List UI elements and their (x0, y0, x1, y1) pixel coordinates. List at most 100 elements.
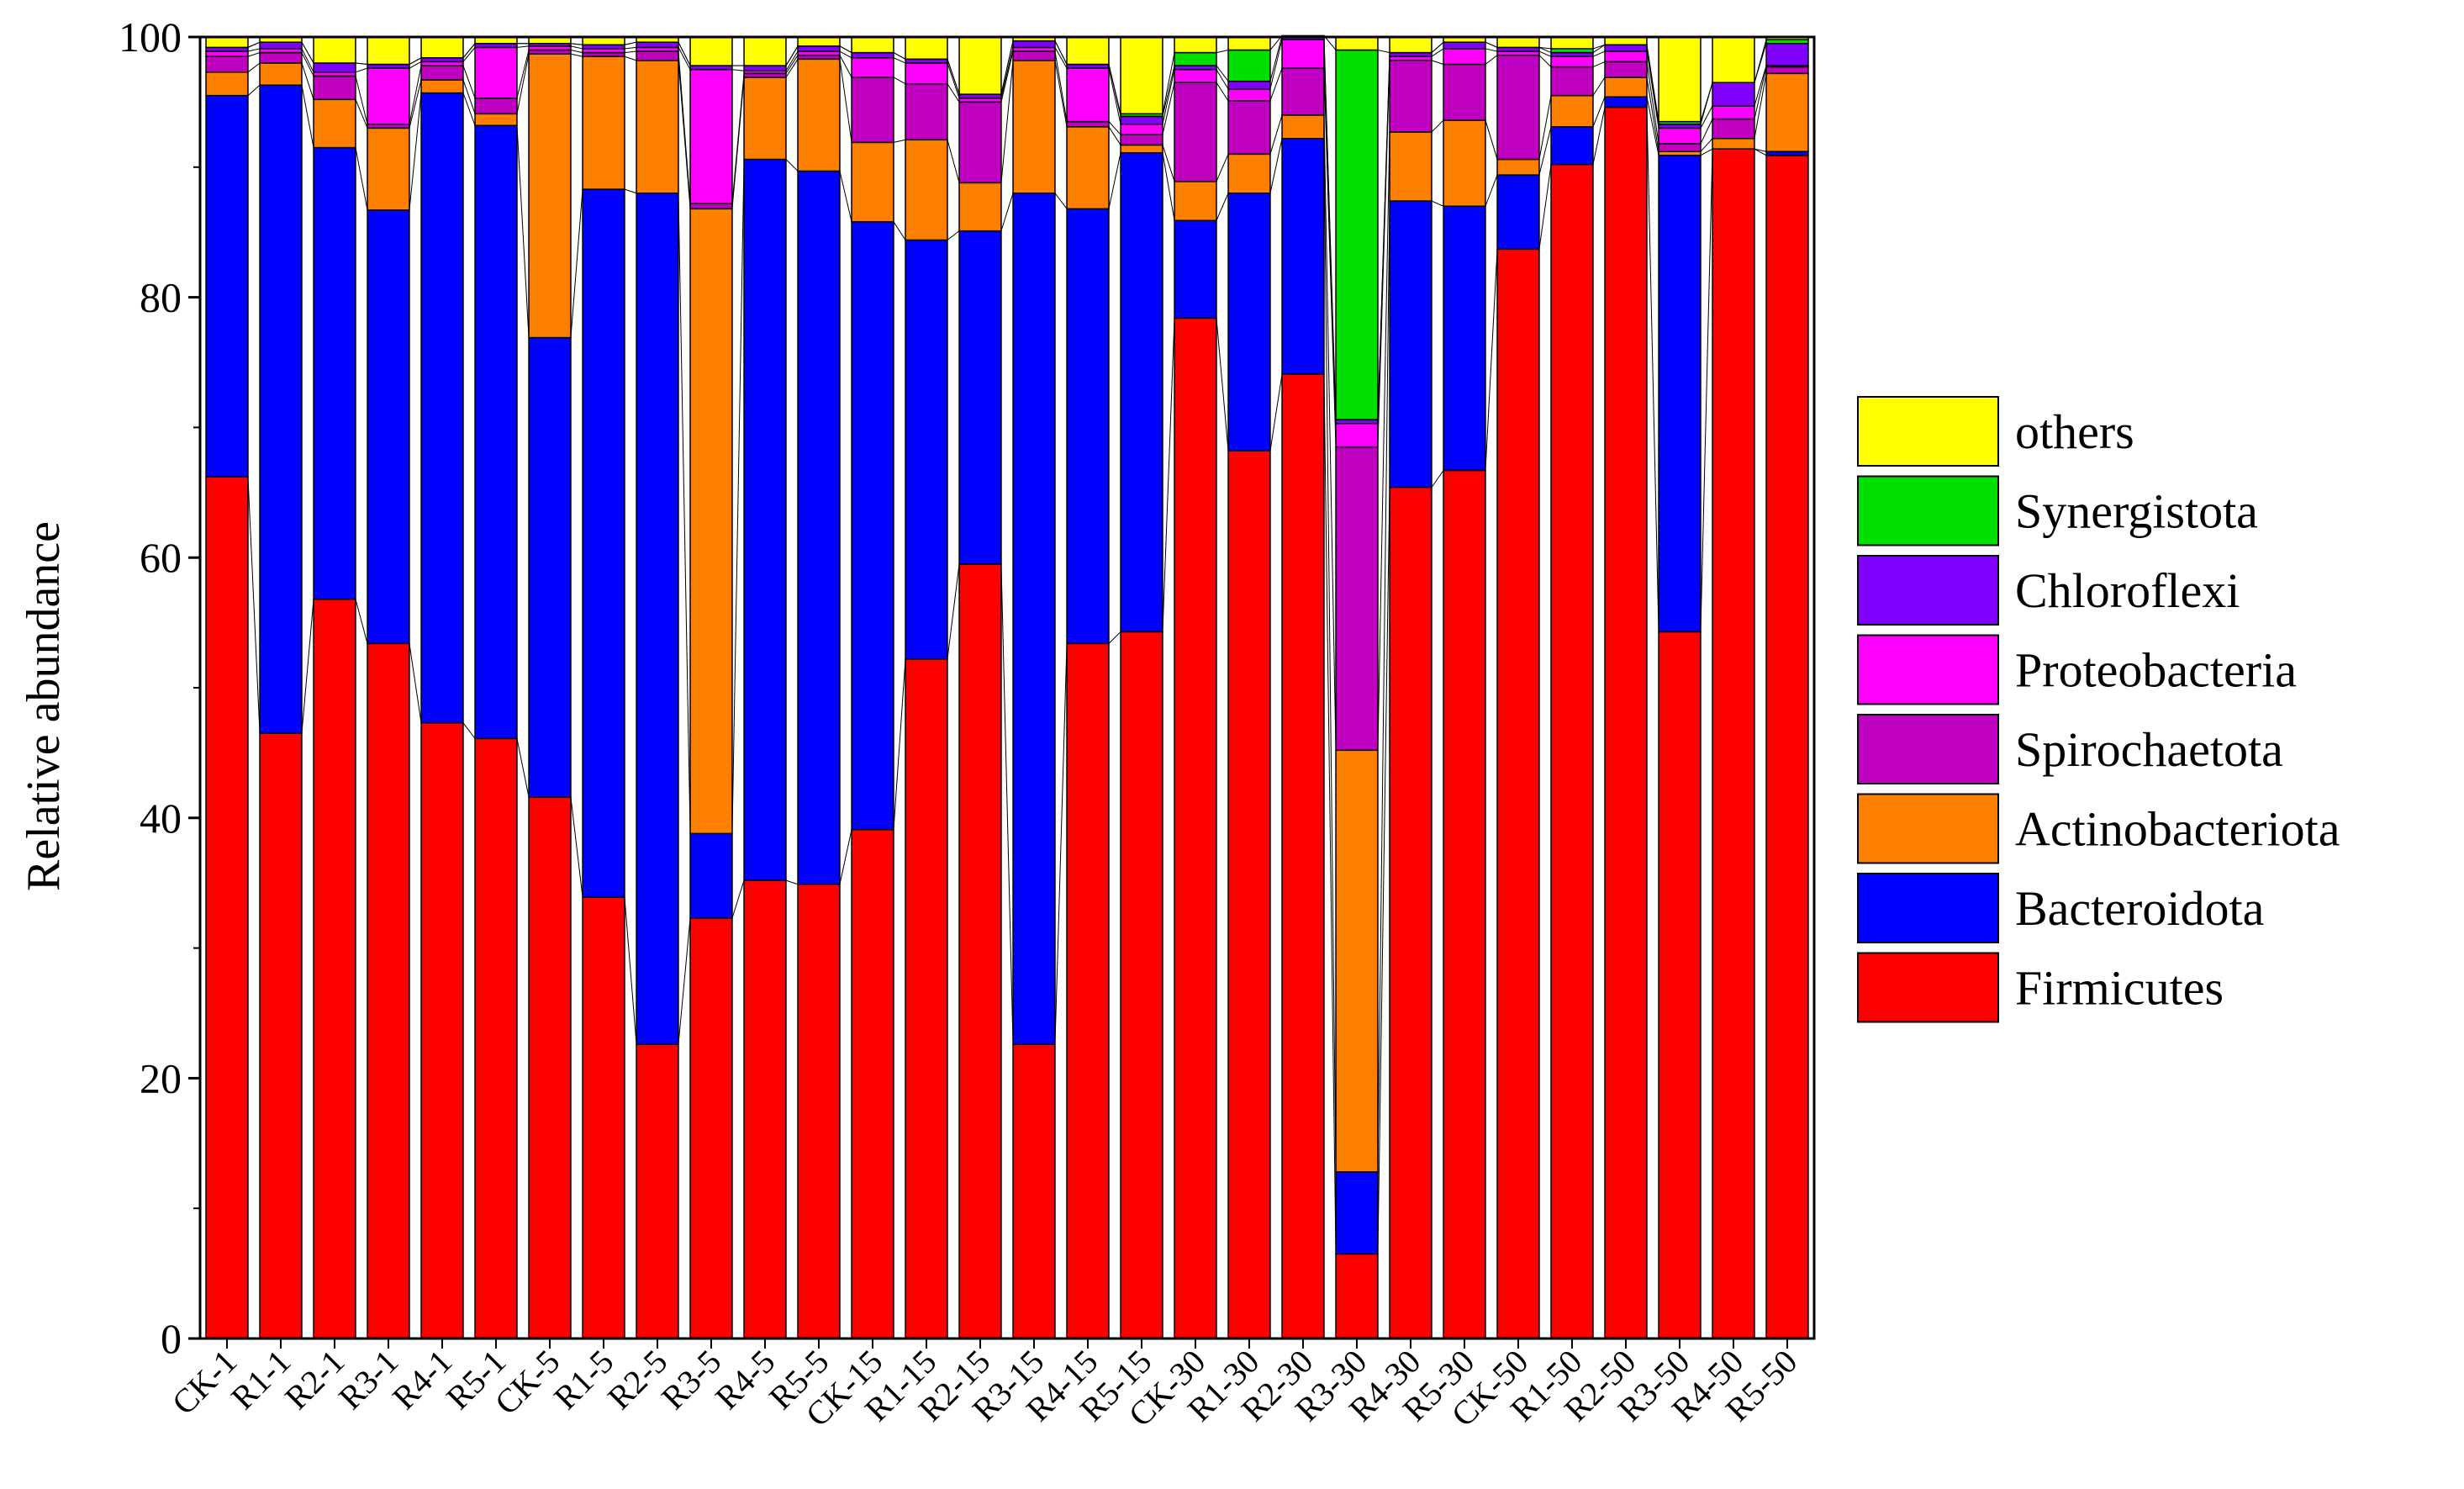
bar-segment-actinobacteriota-r4-1 (420, 79, 464, 94)
connector-line (1700, 105, 1713, 129)
bar-segment-others-r4-1 (420, 36, 464, 59)
bar-segment-others-r4-50 (1712, 36, 1755, 83)
bar-segment-bacteroidota-ck-30 (1174, 219, 1217, 319)
connector-line (247, 48, 261, 52)
x-axis: CK-1R1-1R2-1R3-1R4-1R5-1CK-5R1-5R2-5R3-5… (165, 1339, 1804, 1434)
bar-segment-proteobacteria-r3-30 (1335, 423, 1379, 448)
bar-segment-firmicutes-ck-5 (528, 796, 572, 1339)
bar-segment-proteobacteria-r5-30 (1443, 48, 1486, 66)
connector-line (1162, 318, 1175, 632)
bar-segment-actinobacteriota-r3-15 (1012, 60, 1056, 194)
bar-segment-others-r4-30 (1389, 36, 1432, 54)
bar-segment-spirochaetota-r5-30 (1443, 63, 1486, 121)
connector-line (1754, 65, 1767, 107)
connector-line (1216, 49, 1229, 54)
connector-line (785, 879, 799, 885)
bar-segment-others-r2-15 (958, 36, 1002, 95)
bar-segment-others-r4-5 (743, 36, 787, 66)
connector-line (1000, 60, 1014, 183)
bar-segment-spirochaetota-r4-30 (1389, 60, 1432, 133)
connector-line (839, 50, 852, 59)
legend-swatch-synergistota (1857, 475, 1999, 546)
connector-line (462, 722, 476, 739)
y-tick-label: 40 (140, 795, 182, 842)
bar-segment-bacteroidota-r4-1 (420, 92, 464, 724)
bar-segment-bacteroidota-r5-1 (474, 124, 518, 740)
connector-line (355, 67, 368, 73)
connector-line (1000, 193, 1014, 231)
bar-segment-actinobacteriota-r5-30 (1443, 119, 1486, 207)
connector-line (355, 76, 368, 124)
legend-label-chloroflexi: Chloroflexi (2015, 563, 2240, 618)
bar-segment-bacteroidota-r4-30 (1389, 200, 1432, 488)
bar-segment-chloroflexi-r5-5 (797, 45, 841, 52)
bar-segment-bacteroidota-r5-30 (1443, 205, 1486, 472)
legend-label-synergistota: Synergistota (2015, 484, 2258, 539)
bar-segment-firmicutes-r4-15 (1066, 642, 1110, 1339)
bar-segment-spirochaetota-r1-50 (1550, 66, 1594, 97)
connector-line (785, 55, 799, 74)
connector-line (1646, 50, 1659, 129)
connector-line (1538, 95, 1552, 160)
connector-line (893, 658, 906, 830)
bar-segment-firmicutes-r3-50 (1658, 631, 1702, 1339)
bar-segment-firmicutes-r5-5 (797, 884, 841, 1339)
bar-segment-others-r1-50 (1550, 36, 1594, 50)
connector-line (839, 45, 852, 54)
bar-segment-spirochaetota-r2-1 (313, 75, 356, 101)
bar-segment-actinobacteriota-ck-5 (528, 53, 572, 339)
connector-line (839, 59, 852, 143)
connector-line (409, 61, 422, 69)
connector-line (1377, 52, 1390, 420)
bar-segment-bacteroidota-r3-50 (1658, 155, 1702, 633)
connector-line (301, 52, 314, 77)
connector-line (893, 77, 906, 85)
bar-segment-firmicutes-r3-30 (1335, 1253, 1379, 1339)
bar-segment-proteobacteria-r3-50 (1658, 127, 1702, 145)
legend-swatch-firmicutes (1857, 952, 1999, 1023)
bar-segment-others-r3-50 (1658, 36, 1702, 123)
connector-line (1538, 126, 1552, 176)
connector-line (1377, 131, 1390, 751)
bar-segment-firmicutes-r2-50 (1604, 106, 1648, 1339)
connector-line (1054, 643, 1068, 1045)
legend-swatch-proteobacteria (1857, 634, 1999, 705)
connector-line (301, 85, 314, 148)
connector-line (1485, 55, 1498, 65)
connector-line (839, 171, 852, 222)
bar-segment-firmicutes-ck-15 (851, 828, 894, 1339)
bar-segment-others-r3-1 (367, 36, 410, 66)
bar-segment-synergistota-r1-30 (1227, 49, 1271, 82)
connector-line (1269, 114, 1283, 155)
bar-segment-actinobacteriota-r1-30 (1227, 153, 1271, 194)
connector-line (1592, 50, 1606, 57)
connector-line (1754, 148, 1767, 152)
bar-segment-firmicutes-r1-30 (1227, 450, 1271, 1339)
connector-line (1323, 68, 1337, 447)
y-axis-title: Relative abundance (18, 521, 70, 891)
connector-line (1162, 52, 1175, 114)
connector-line (1485, 249, 1498, 471)
connector-line (1431, 60, 1444, 65)
connector-line (1592, 97, 1606, 127)
connector-line (1431, 41, 1444, 53)
bar-segment-actinobacteriota-r2-30 (1281, 114, 1325, 140)
bar-segment-others-ck-1 (205, 36, 249, 49)
bar-segment-actinobacteriota-r4-15 (1066, 126, 1110, 210)
connector-line (409, 65, 422, 124)
connector-line (1054, 60, 1068, 127)
connector-line (1216, 154, 1229, 182)
bar-segment-firmicutes-r2-5 (636, 1043, 679, 1339)
connector-line (1592, 44, 1606, 50)
bar-segment-chloroflexi-r5-15 (1120, 115, 1163, 125)
connector-line (301, 62, 314, 100)
bar-segment-firmicutes-r1-5 (582, 896, 625, 1339)
bar-segment-actinobacteriota-ck-50 (1496, 158, 1540, 176)
connector-line (839, 829, 852, 884)
bar-segment-actinobacteriota-r5-15 (1120, 144, 1163, 154)
connector-line (516, 125, 530, 338)
connector-line (1646, 45, 1659, 122)
bar-segment-spirochaetota-r2-15 (958, 101, 1002, 184)
connector-line (1754, 73, 1767, 139)
